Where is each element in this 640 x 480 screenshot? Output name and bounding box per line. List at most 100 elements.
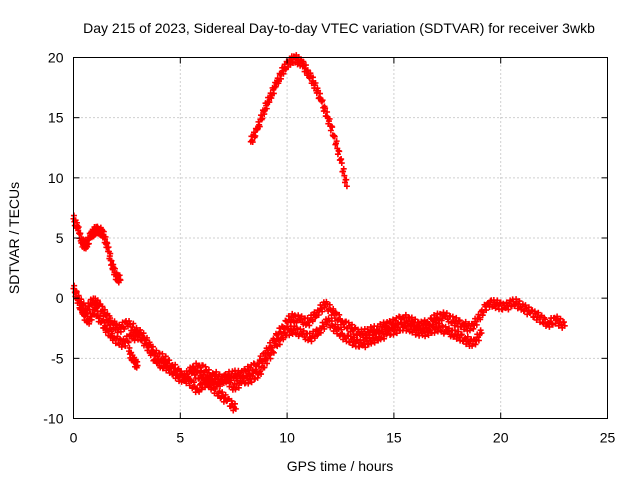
y-tick-label: 15 <box>48 110 64 126</box>
y-tick-label: 20 <box>48 50 64 66</box>
data-point <box>80 307 87 314</box>
data-point <box>297 326 304 333</box>
data-point <box>258 371 265 378</box>
data-point <box>146 342 153 349</box>
data-point <box>142 336 149 343</box>
data-point <box>309 318 316 325</box>
data-point <box>161 358 168 365</box>
data-point <box>332 309 339 316</box>
data-point <box>306 322 313 329</box>
data-point <box>442 323 449 330</box>
data-point <box>338 326 345 333</box>
data-point <box>456 317 463 324</box>
data-point <box>329 124 336 131</box>
data-point <box>117 328 124 335</box>
x-axis-label: GPS time / hours <box>287 458 394 474</box>
data-point <box>184 371 191 378</box>
data-point <box>513 296 520 303</box>
data-point <box>561 322 568 329</box>
data-point <box>324 109 331 116</box>
data-point <box>295 312 302 319</box>
data-point <box>168 364 175 371</box>
data-point <box>174 368 181 375</box>
data-point <box>451 327 458 334</box>
data-point <box>109 330 116 337</box>
data-point <box>276 341 283 348</box>
data-point <box>228 397 235 404</box>
axis-ticks <box>73 57 608 419</box>
data-point <box>231 400 238 407</box>
data-point <box>494 297 501 304</box>
y-tick-label: -10 <box>43 411 63 427</box>
data-point <box>343 176 350 183</box>
data-point <box>222 391 229 398</box>
data-point <box>270 348 277 355</box>
data-point <box>118 343 125 350</box>
data-point <box>205 369 212 376</box>
data-point <box>464 333 471 340</box>
data-point <box>483 307 490 314</box>
data-point <box>137 326 144 333</box>
data-point <box>326 115 333 122</box>
data-point <box>130 320 137 327</box>
data-point <box>172 361 179 368</box>
data-point <box>336 311 343 318</box>
data-point <box>252 132 259 139</box>
series-branch-dip <box>126 344 141 371</box>
data-point <box>259 115 266 122</box>
data-point <box>333 138 340 145</box>
data-point <box>560 319 567 326</box>
data-point <box>261 364 268 371</box>
data-point <box>338 160 345 167</box>
data-point <box>321 325 328 332</box>
data-point <box>557 315 564 322</box>
data-point <box>280 336 287 343</box>
data-point <box>134 362 141 369</box>
data-point <box>232 405 239 412</box>
data-point <box>117 277 124 284</box>
data-point <box>362 344 369 351</box>
data-point <box>334 324 341 331</box>
data-point <box>453 314 460 321</box>
data-point <box>209 372 216 379</box>
data-point <box>364 325 371 332</box>
data-point <box>477 316 484 323</box>
data-points <box>70 52 568 414</box>
data-point <box>410 322 417 329</box>
data-point <box>390 331 397 338</box>
x-tick-label: 0 <box>70 430 78 446</box>
data-point <box>479 312 486 319</box>
data-point <box>255 363 262 370</box>
data-point <box>101 306 108 313</box>
data-point <box>216 379 223 386</box>
y-tick-label: 0 <box>56 290 64 306</box>
data-point <box>270 90 277 97</box>
data-point <box>245 380 252 387</box>
data-point <box>351 334 358 341</box>
data-point <box>162 353 169 360</box>
data-point <box>228 377 235 384</box>
series-band-b <box>72 288 485 393</box>
data-point <box>462 318 469 325</box>
data-point <box>111 265 118 272</box>
data-point <box>317 329 324 336</box>
data-point <box>340 165 347 172</box>
data-point <box>224 373 231 380</box>
data-point <box>470 325 477 332</box>
data-point <box>473 321 480 328</box>
data-point <box>248 379 255 386</box>
data-point <box>249 139 256 146</box>
data-point <box>422 333 429 340</box>
data-point <box>449 313 456 320</box>
series-arc-high <box>247 52 350 190</box>
data-point <box>270 349 277 356</box>
data-point <box>309 74 316 81</box>
data-point <box>73 288 80 295</box>
data-point <box>126 344 133 351</box>
data-point <box>77 230 84 237</box>
data-point <box>152 352 159 359</box>
data-point <box>315 312 322 319</box>
data-point <box>88 316 95 323</box>
data-point <box>347 333 354 340</box>
